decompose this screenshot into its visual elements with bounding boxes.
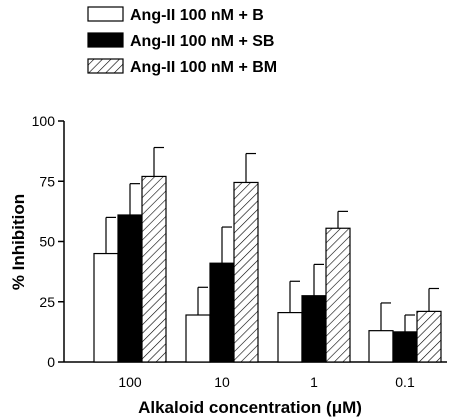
y-tick-label: 75 [39, 173, 55, 189]
bar [392, 331, 418, 363]
tick-labels: 0 25 50 75 100 100 10 1 0.1 [32, 113, 415, 390]
legend-swatch [87, 58, 124, 74]
legend: Ang-II 100 nM + B Ang-II 100 nM + SB Ang-I… [87, 6, 277, 76]
x-axis-title: Alkaloid concentration (μM) [138, 398, 362, 417]
bar [416, 310, 442, 363]
y-tick-label: 25 [39, 294, 55, 310]
legend-label: Ang-II 100 nM + SB [130, 33, 274, 50]
bar [325, 227, 351, 363]
x-tick-label: 100 [118, 374, 142, 390]
bar [93, 252, 119, 363]
x-tick-label: 0.1 [395, 374, 415, 390]
y-tick-label: 0 [47, 354, 55, 370]
bar [185, 314, 211, 363]
bar [117, 214, 143, 363]
legend-label: Ang-II 100 nM + BM [130, 59, 277, 76]
bar [233, 181, 259, 363]
bar [209, 262, 235, 363]
legend-label: Ang-II 100 nM + B [130, 7, 264, 24]
bar [368, 330, 394, 363]
y-tick-label: 100 [32, 113, 56, 129]
legend-swatch [87, 32, 124, 48]
bars [93, 146, 442, 363]
bar [301, 295, 327, 363]
y-tick-label: 50 [39, 234, 55, 250]
bar [141, 175, 167, 363]
y-axis-title: % Inhibition [9, 194, 28, 290]
x-tick-label: 1 [310, 374, 318, 390]
legend-swatch [87, 6, 124, 22]
bar [277, 311, 303, 363]
x-tick-label: 10 [214, 374, 230, 390]
